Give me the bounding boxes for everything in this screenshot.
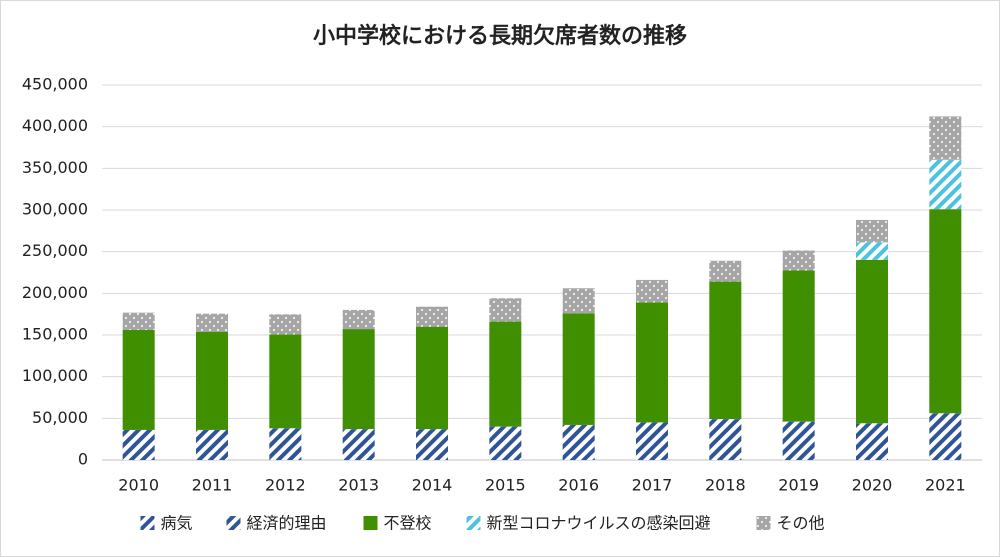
bar-segment	[562, 288, 595, 314]
x-tick-label: 2020	[852, 476, 893, 495]
bar-segment	[269, 334, 302, 429]
bar-segment	[856, 242, 888, 260]
y-tick-label: 350,000	[22, 158, 88, 177]
legend-item: その他	[756, 514, 825, 533]
legend-item: 新型コロナウイルスの感染回避	[466, 514, 711, 533]
bar-segment	[929, 413, 962, 460]
y-tick-label: 100,000	[22, 366, 88, 385]
bar-segment	[196, 313, 228, 332]
x-tick-label: 2012	[265, 476, 306, 495]
x-tick-label: 2021	[925, 476, 966, 495]
bar-segment	[709, 281, 742, 420]
bar-segment	[929, 116, 962, 160]
bar-segment	[269, 314, 302, 335]
bar-segment	[856, 259, 888, 424]
x-tick-label: 2010	[118, 476, 159, 495]
y-tick-label: 200,000	[22, 283, 88, 302]
y-tick-label: 300,000	[22, 200, 88, 219]
x-tick-label: 2018	[705, 476, 746, 495]
x-tick-label: 2016	[558, 476, 599, 495]
legend-swatch	[226, 516, 241, 530]
bar-segment	[196, 430, 228, 460]
x-tick-label: 2014	[412, 476, 453, 495]
bar-segment	[636, 422, 668, 460]
bar-segment	[416, 429, 448, 460]
bar-segment	[489, 321, 522, 427]
bar-segment	[122, 430, 155, 460]
y-tick-label: 0	[78, 450, 88, 469]
legend-item: 不登校	[363, 514, 432, 533]
bar-segment	[342, 309, 375, 330]
x-tick-label: 2013	[338, 476, 379, 495]
legend-label: 経済的理由	[247, 514, 327, 533]
bar-segment	[929, 209, 962, 414]
legend-label: 新型コロナウイルスの感染回避	[487, 514, 711, 533]
bar-segment	[782, 250, 815, 271]
bar-segment	[636, 302, 668, 423]
legend-swatch	[363, 516, 378, 530]
x-tick-label: 2019	[778, 476, 819, 495]
bar-segment	[416, 306, 448, 327]
chart-title: 小中学校における長期欠席者数の推移	[313, 23, 687, 49]
bar-segment	[342, 429, 375, 460]
x-tick-label: 2011	[192, 476, 233, 495]
bar-segment	[122, 330, 155, 430]
bar-segment	[709, 260, 742, 282]
legend-swatch	[140, 516, 155, 530]
bar-segment	[269, 428, 302, 460]
bar-segment	[489, 298, 522, 322]
x-tick-label: 2017	[632, 476, 673, 495]
bar-segment	[709, 419, 742, 460]
bar-segment	[416, 326, 448, 430]
legend-label: 不登校	[384, 514, 432, 533]
bar-segment	[122, 312, 155, 330]
y-tick-label: 400,000	[22, 116, 88, 135]
bar-segment	[782, 421, 815, 460]
y-tick-label: 250,000	[22, 241, 88, 260]
legend-item: 経済的理由	[226, 514, 327, 533]
y-tick-label: 450,000	[22, 75, 88, 94]
bar-segment	[636, 279, 668, 303]
y-tick-label: 50,000	[32, 408, 88, 427]
bar-segment	[562, 313, 595, 425]
legend-item: 病気	[140, 514, 193, 533]
bar-segment	[856, 219, 888, 243]
bar-segment	[929, 159, 962, 210]
legend-swatch	[756, 516, 771, 530]
bar-segment	[856, 423, 888, 460]
legend-swatch	[466, 516, 481, 530]
bar-segment	[782, 270, 815, 422]
bar-segment	[342, 329, 375, 430]
y-tick-label: 150,000	[22, 325, 88, 344]
bar-segment	[489, 426, 522, 460]
bar-segment	[562, 425, 595, 460]
x-tick-label: 2015	[485, 476, 526, 495]
bar-segment	[196, 332, 228, 430]
legend-label: その他	[777, 514, 825, 533]
legend-label: 病気	[161, 514, 193, 533]
